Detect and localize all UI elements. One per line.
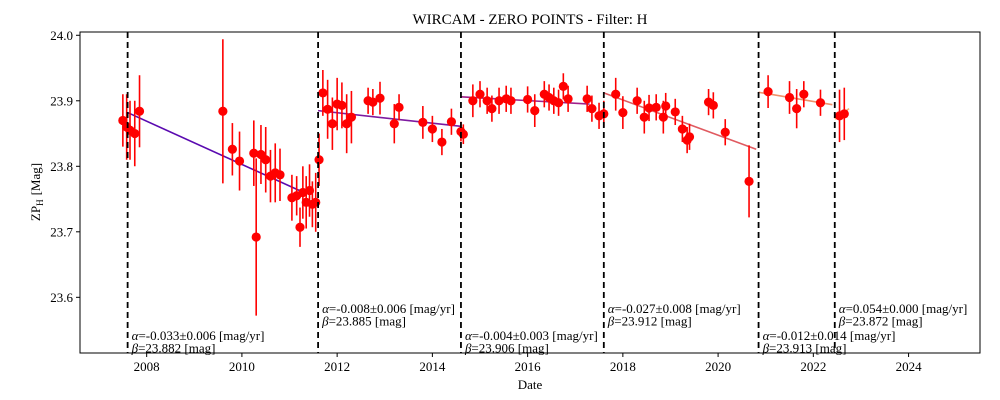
alpha-annotation-2: α=-0.004±0.003 [mag/yr]	[465, 328, 598, 343]
data-point-68	[661, 101, 671, 111]
data-point-56	[563, 94, 573, 104]
data-point-36	[418, 117, 428, 128]
x-tick-label-8: 2024	[896, 359, 923, 374]
data-point-54	[553, 98, 564, 108]
data-point-9	[251, 232, 261, 242]
alpha-annotation-3: α=-0.027±0.008 [mag/yr]	[608, 301, 741, 316]
data-point-80	[799, 89, 809, 99]
alpha-annotation-0: α=-0.033±0.006 [mag/yr]	[132, 328, 265, 343]
plot-content: α=-0.033±0.006 [mag/yr]β=23.882 [mag] α=-…	[118, 32, 967, 355]
data-point-50	[530, 106, 540, 116]
data-point-8	[249, 148, 259, 158]
data-point-66	[651, 102, 661, 112]
data-point-49	[523, 94, 533, 105]
x-tick-label-0: 2008	[134, 359, 160, 374]
data-point-20	[304, 185, 315, 196]
data-point-76	[744, 176, 754, 186]
data-point-57	[582, 94, 592, 104]
data-point-32	[368, 97, 378, 107]
y-tick-label-3: 23.9	[50, 93, 73, 108]
x-tick-label-5: 2018	[610, 359, 636, 374]
x-tick-label-6: 2020	[705, 359, 731, 374]
data-point-81	[815, 98, 826, 108]
data-point-78	[784, 92, 795, 103]
data-point-74	[708, 100, 718, 110]
fit-line-1	[318, 109, 462, 128]
data-point-11	[261, 155, 271, 165]
data-point-24	[318, 88, 328, 98]
y-axis-label-main: ZP	[28, 206, 43, 221]
data-point-75	[720, 127, 730, 137]
data-point-4	[134, 106, 145, 116]
data-point-3	[130, 128, 140, 139]
alpha-annotation-5: α=0.054±0.000 [mag/yr]	[839, 301, 968, 316]
data-point-37	[427, 124, 437, 134]
data-point-30	[346, 112, 357, 122]
y-tick-label-0: 23.6	[50, 290, 73, 305]
data-point-5	[218, 106, 228, 116]
data-point-45	[487, 104, 497, 114]
x-tick-label-2: 2012	[324, 359, 350, 374]
data-point-61	[611, 89, 621, 99]
y-tick-label-2: 23.8	[50, 159, 73, 174]
data-point-38	[437, 137, 447, 147]
beta-annotation-4: β=23.913 [mag]	[762, 340, 847, 355]
data-point-69	[670, 107, 680, 117]
data-point-43	[475, 89, 485, 99]
data-point-72	[684, 132, 695, 142]
plot-frame	[79, 31, 981, 354]
data-point-63	[632, 96, 642, 106]
data-point-17	[295, 222, 305, 232]
fit-line-3	[603, 92, 757, 151]
beta-annotation-3: β=23.912 [mag]	[607, 313, 692, 328]
data-point-7	[234, 156, 245, 166]
y-tick-label-4: 24.0	[50, 28, 73, 43]
data-point-58	[587, 104, 597, 114]
data-point-35	[394, 102, 404, 112]
data-point-55	[558, 81, 568, 91]
y-axis-label-unit: [Mag]	[28, 163, 43, 196]
alpha-annotation-1: α=-0.008±0.006 [mag/yr]	[322, 301, 455, 316]
y-axis-label: ZPH [Mag]	[28, 163, 45, 221]
x-tick-label-7: 2022	[800, 359, 826, 374]
data-point-77	[763, 87, 773, 97]
alpha-annotation-4: α=-0.012±0.014 [mag/yr]	[763, 328, 896, 343]
data-point-28	[337, 100, 347, 110]
beta-annotation-5: β=23.872 [mag]	[838, 313, 923, 328]
data-point-44	[482, 96, 492, 106]
data-point-39	[446, 117, 457, 127]
chart-title: WIRCAM - ZERO POINTS - Filter: H	[413, 12, 648, 28]
data-point-23	[314, 155, 324, 165]
data-point-14	[275, 170, 285, 180]
y-axis-label-sub: H	[35, 199, 45, 206]
data-point-26	[327, 119, 337, 129]
x-tick-label-4: 2016	[515, 359, 542, 374]
y-tick-label-1: 23.7	[50, 224, 73, 239]
data-point-70	[677, 124, 687, 134]
axes: 2008 2010 2012 2014 2016 2018 2020 2022 2024 23.6…	[50, 28, 922, 374]
x-axis-label: Date	[518, 377, 543, 392]
beta-annotation-2: β=23.906 [mag]	[464, 340, 549, 355]
x-tick-label-1: 2010	[229, 359, 255, 374]
data-point-64	[639, 112, 649, 122]
data-point-83	[839, 109, 849, 119]
data-point-65	[644, 103, 654, 113]
data-point-42	[468, 96, 478, 106]
data-point-29	[342, 119, 352, 129]
beta-annotation-1: β=23.885 [mag]	[321, 313, 406, 328]
data-point-34	[389, 119, 399, 129]
data-point-33	[375, 93, 385, 103]
x-tick-label-3: 2014	[419, 359, 446, 374]
data-point-62	[618, 107, 628, 118]
fit-line-0	[127, 111, 305, 194]
data-point-79	[792, 104, 802, 114]
data-point-25	[323, 104, 333, 114]
data-point-67	[658, 112, 668, 122]
data-point-48	[506, 96, 516, 106]
beta-annotation-0: β=23.882 [mag]	[131, 340, 216, 355]
data-point-6	[227, 144, 237, 154]
data-point-46	[494, 96, 504, 106]
